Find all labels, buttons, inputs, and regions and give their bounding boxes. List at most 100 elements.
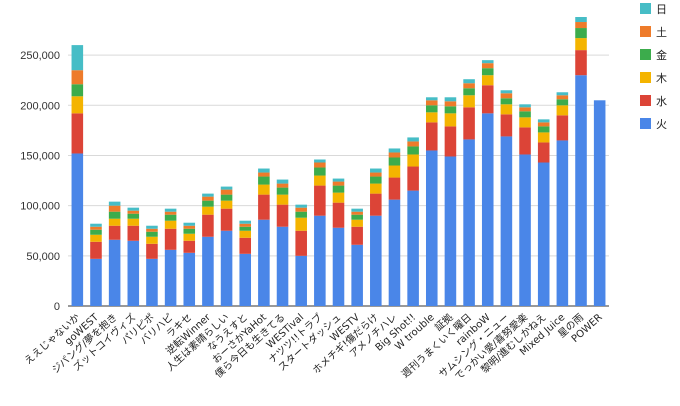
bar-segment-火	[407, 190, 419, 306]
bar-segment-水	[258, 194, 270, 220]
bar-segment-土	[481, 63, 494, 69]
bar-stack	[332, 178, 345, 306]
bar-segment-水	[183, 240, 196, 253]
bar-segment-金	[370, 176, 382, 184]
bar-segment-水	[463, 107, 475, 140]
bar-segment-水	[370, 193, 382, 216]
bar-segment-水	[146, 243, 158, 259]
bar-segment-火	[500, 136, 513, 306]
legend-swatch	[640, 49, 651, 60]
bar-segment-木	[481, 75, 494, 86]
legend-item: 金	[640, 48, 667, 62]
bar-segment-火	[146, 258, 158, 306]
bar-segment-土	[295, 207, 307, 212]
bar-segment-金	[90, 229, 102, 235]
bar-stack	[481, 60, 494, 307]
bar-segment-金	[351, 214, 363, 220]
bar-segment-火	[90, 258, 102, 306]
bar-segment-火	[444, 156, 457, 306]
bar-segment-日	[127, 207, 140, 211]
bar-segment-土	[183, 225, 196, 229]
bar-segment-土	[276, 183, 289, 188]
legend-label: 金	[656, 48, 667, 62]
bar-stack	[276, 179, 289, 306]
bar-segment-木	[71, 96, 84, 114]
bar-segment-金	[314, 167, 326, 176]
bar-segment-日	[425, 97, 438, 101]
bar-segment-日	[146, 225, 158, 229]
bar-segment-金	[519, 111, 531, 118]
bar-segment-木	[146, 236, 158, 244]
bar-segment-日	[90, 223, 102, 227]
y-tick-label: 50,000	[26, 251, 60, 263]
bar-segment-水	[575, 50, 587, 76]
bar-segment-火	[332, 227, 345, 306]
legend-swatch	[640, 95, 651, 106]
bar-segment-日	[556, 92, 569, 96]
bar-segment-日	[444, 97, 457, 102]
bar-segment-土	[146, 228, 158, 232]
bar-segment-土	[370, 172, 382, 177]
bar-segment-金	[407, 146, 419, 155]
legend-swatch	[640, 26, 651, 37]
bar-segment-金	[127, 213, 140, 219]
bar-segment-金	[146, 231, 158, 237]
bar-segment-土	[164, 211, 177, 215]
bar-segment-火	[463, 139, 475, 306]
bar-segment-水	[239, 237, 252, 254]
bar-segment-火	[202, 236, 214, 306]
bar-stack	[71, 45, 84, 306]
bar-segment-火	[164, 249, 177, 306]
bar-segment-日	[183, 222, 196, 226]
bar-segment-木	[220, 200, 233, 209]
bar-stack	[127, 207, 140, 306]
bar-segment-土	[407, 141, 419, 147]
bar-segment-土	[90, 226, 102, 230]
legend-label: 土	[656, 26, 667, 39]
legend-label: 日	[656, 3, 667, 16]
bar-segment-火	[351, 244, 363, 306]
bar-segment-水	[425, 122, 438, 151]
bar-segment-水	[108, 225, 121, 240]
bar-segment-水	[351, 226, 363, 245]
bar-stack	[575, 17, 587, 306]
bar-segment-金	[239, 226, 252, 231]
bar-segment-金	[481, 68, 494, 76]
bar-segment-日	[295, 204, 307, 208]
bar-segment-木	[519, 117, 531, 128]
bar-segment-火	[575, 75, 587, 306]
bar-segment-金	[463, 88, 475, 96]
bar-segment-金	[295, 211, 307, 218]
bar-stack	[370, 168, 382, 306]
bar-segment-木	[537, 132, 550, 143]
bar-segment-水	[556, 115, 569, 141]
bar-segment-日	[220, 186, 233, 190]
bar-segment-金	[108, 211, 121, 219]
bar-segment-木	[332, 192, 345, 203]
bar-segment-土	[388, 152, 401, 158]
bar-segment-木	[202, 206, 214, 215]
bar-segment-木	[575, 38, 587, 51]
bar-segment-日	[388, 148, 401, 153]
bar-segment-水	[202, 214, 214, 237]
bar-segment-木	[108, 218, 121, 226]
bar-segment-木	[239, 230, 252, 238]
bar-segment-金	[444, 106, 457, 114]
bar-stack	[146, 225, 158, 306]
bar-segment-水	[71, 113, 84, 154]
bar-stack	[500, 90, 513, 306]
bar-segment-金	[332, 185, 345, 193]
legend-item: 日	[640, 3, 667, 16]
bar-segment-金	[556, 99, 569, 106]
bar-segment-土	[575, 22, 587, 29]
bar-segment-金	[164, 214, 177, 221]
bar-segment-火	[71, 153, 84, 306]
bar-stack	[239, 220, 252, 306]
bar-segment-金	[388, 157, 401, 166]
bar-segment-火	[127, 240, 140, 306]
bar-segment-土	[332, 181, 345, 186]
bar-segment-土	[108, 205, 121, 212]
bar-segment-土	[127, 210, 140, 214]
bar-stacks	[71, 17, 606, 307]
bar-segment-木	[444, 113, 457, 127]
